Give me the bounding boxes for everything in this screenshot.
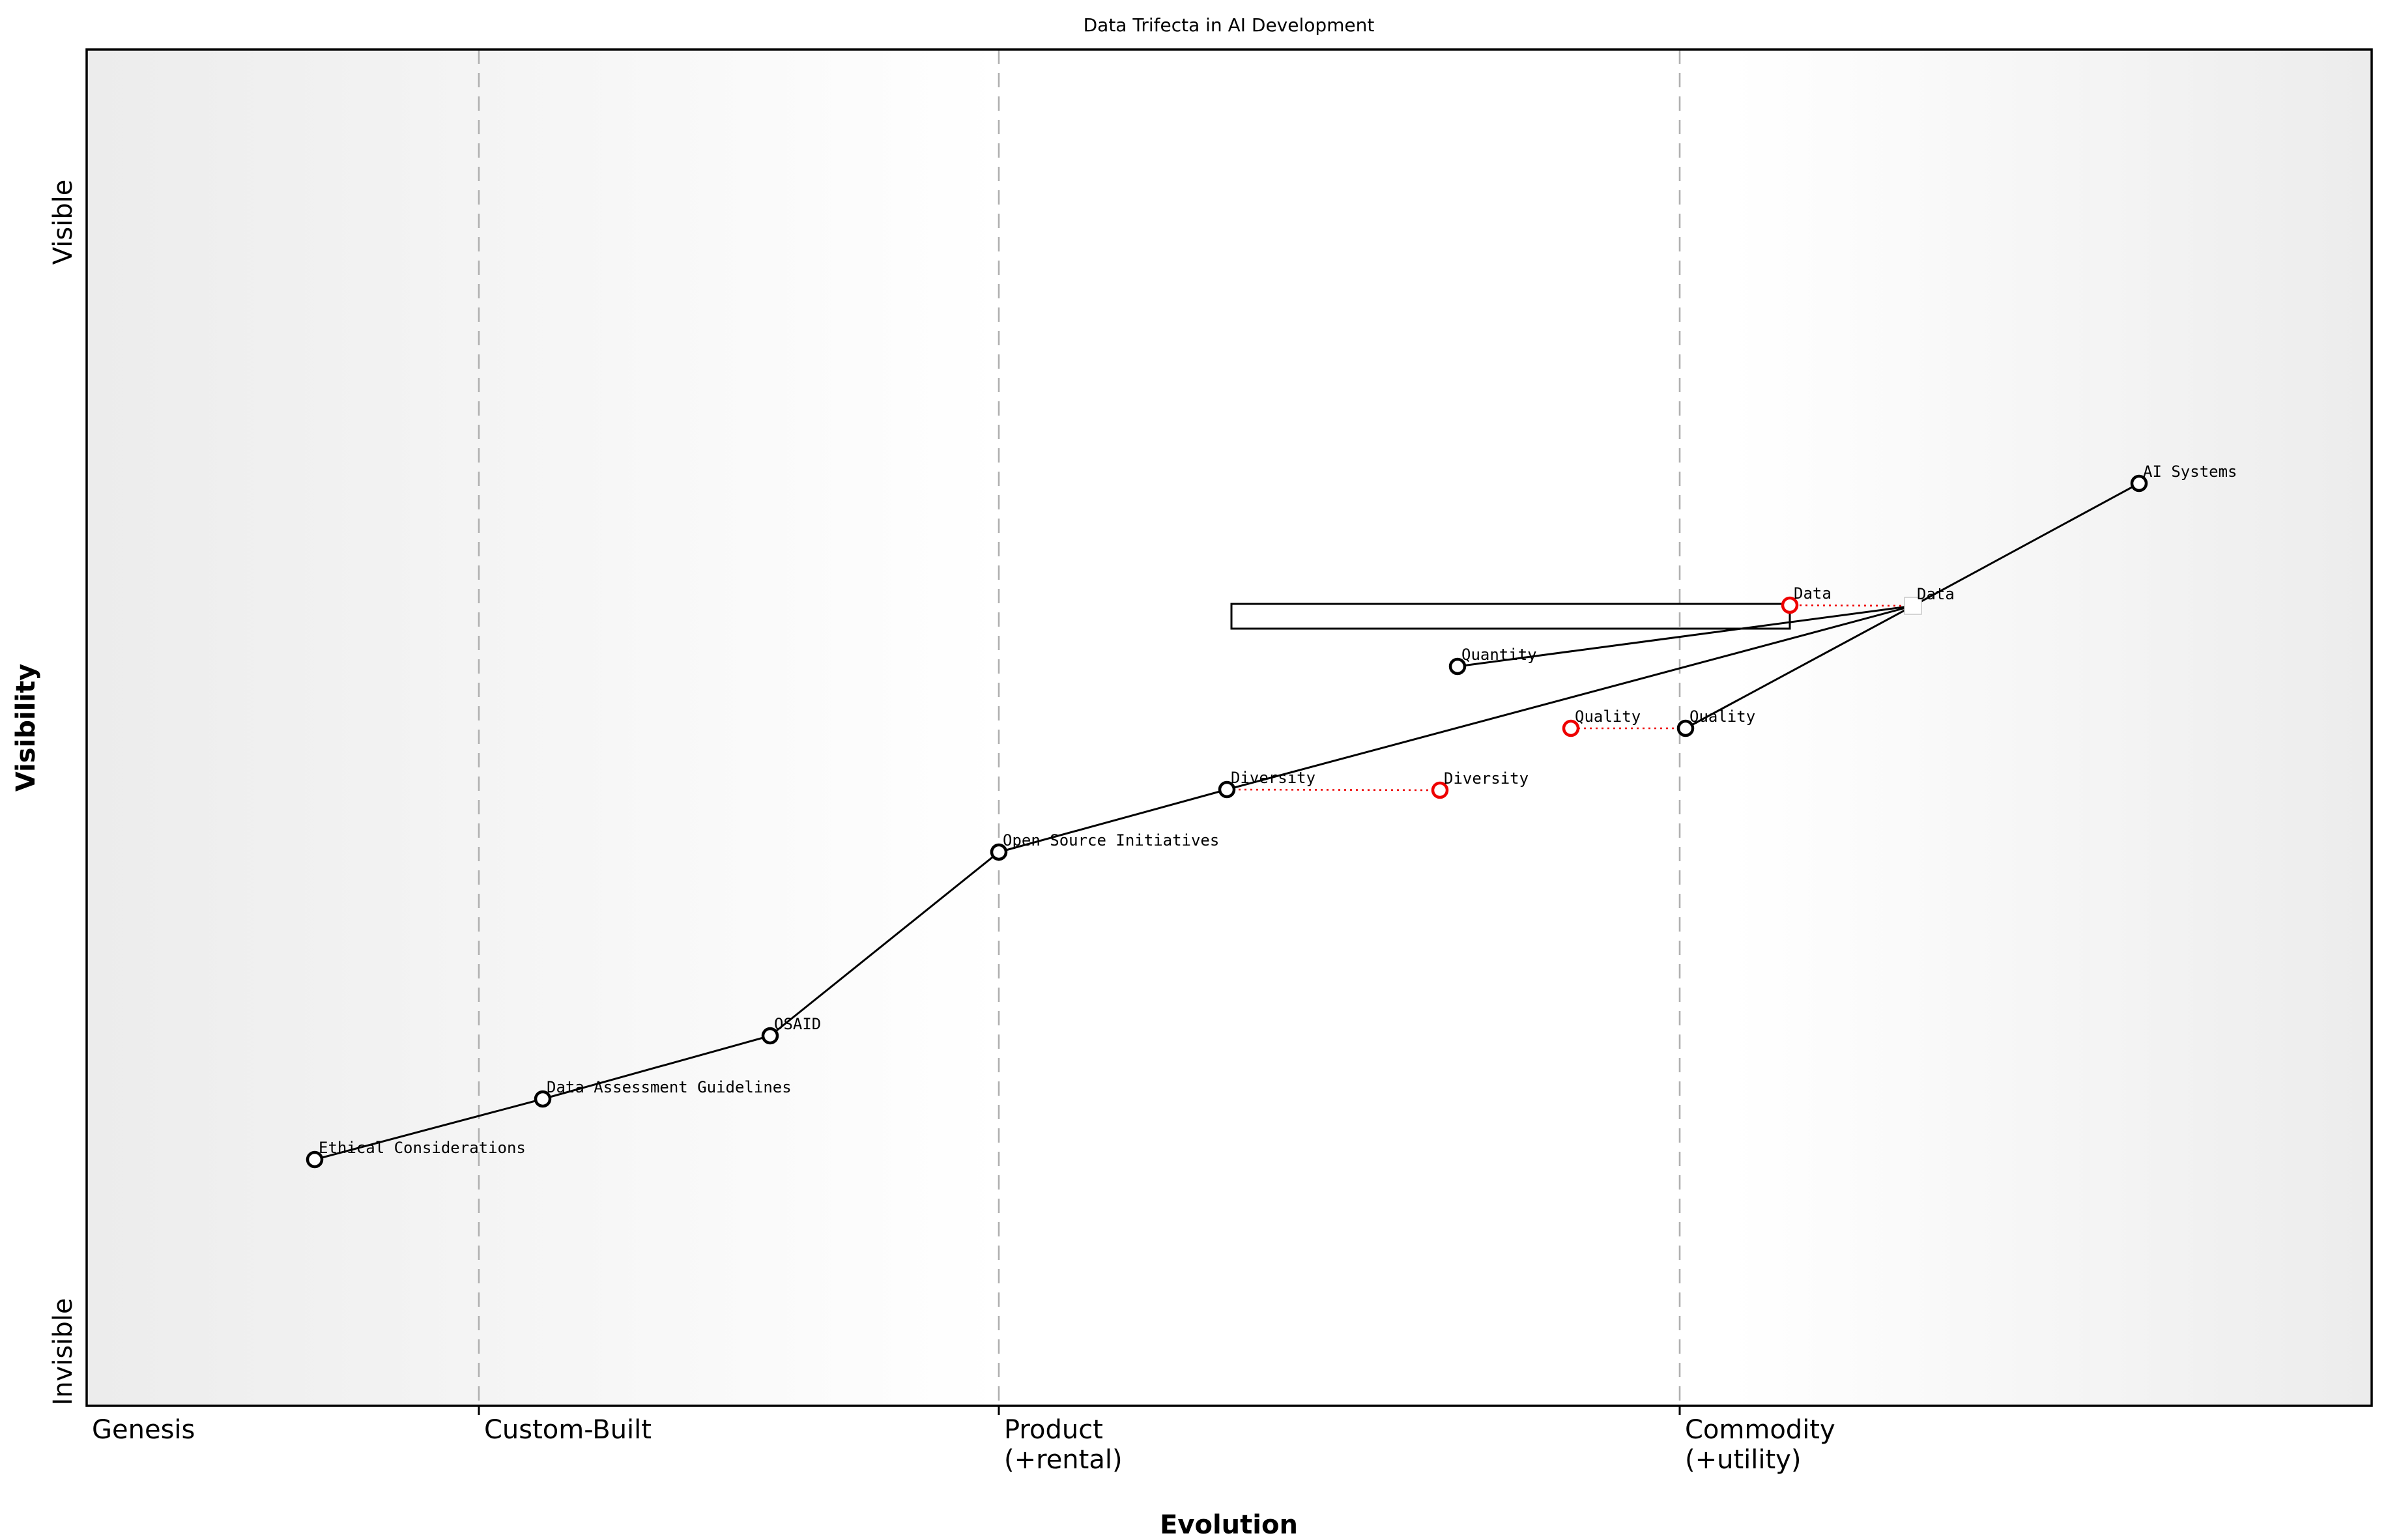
edge-quality--data xyxy=(1685,605,1914,730)
x-tick-commodity: Commodity (+utility) xyxy=(1685,1415,1835,1475)
plot-background xyxy=(87,50,2372,1406)
x-tick-genesis: Genesis xyxy=(92,1415,195,1445)
node-quality xyxy=(1676,719,1695,737)
node-label-quality: Quality xyxy=(1689,707,1755,726)
node-diversity-evolved xyxy=(1431,781,1449,799)
node-label-diversity-evolved: Diversity xyxy=(1444,769,1529,788)
node-label-quality-evolved: Quality xyxy=(1575,707,1641,726)
pipeline-box-data xyxy=(1230,603,1791,630)
node-label-osaid: OSAID xyxy=(774,1015,821,1033)
node-label-ethical-considerations: Ethical Considerations xyxy=(319,1139,526,1157)
edge-diversity--data xyxy=(1226,605,1914,791)
node-label-quantity: Quantity xyxy=(1461,646,1537,664)
x-tick-custom-built: Custom-Built xyxy=(484,1415,652,1445)
node-label-diversity: Diversity xyxy=(1231,769,1315,787)
node-quality-evolved xyxy=(1562,719,1580,737)
node-label-open-source-initiatives: Open Source Initiatives xyxy=(1003,831,1219,849)
node-data-evolved xyxy=(1781,596,1799,614)
edge-ethical-considerations--data-assessment-guidelines xyxy=(314,1098,543,1161)
node-data-assessment-guidelines xyxy=(534,1090,552,1108)
node-quantity xyxy=(1448,657,1467,676)
node-data xyxy=(1904,597,1922,615)
node-diversity xyxy=(1218,780,1236,799)
node-ethical-considerations xyxy=(306,1150,324,1169)
chart-title: Data Trifecta in AI Development xyxy=(1083,14,1375,36)
edge-open-source-initiatives--diversity xyxy=(998,788,1228,853)
edge-osaid--open-source-initiatives xyxy=(769,851,999,1037)
edge-data--ai-systems xyxy=(1912,482,2140,607)
node-osaid xyxy=(761,1027,779,1045)
node-label-ai-systems: AI Systems xyxy=(2143,463,2237,481)
node-label-data: Data xyxy=(1917,585,1955,603)
node-ai-systems xyxy=(2130,474,2148,492)
node-label-data-assessment-guidelines: Data Assessment Guidelines xyxy=(547,1078,792,1096)
plot-border xyxy=(85,48,2373,1407)
x-tick-product: Product (+rental) xyxy=(1004,1415,1123,1475)
edge-quantity--data xyxy=(1457,605,1914,668)
node-label-data-evolved: Data xyxy=(1794,584,1832,603)
node-open-source-initiatives xyxy=(990,843,1008,861)
edge-data-assessment-guidelines--osaid xyxy=(542,1034,771,1100)
